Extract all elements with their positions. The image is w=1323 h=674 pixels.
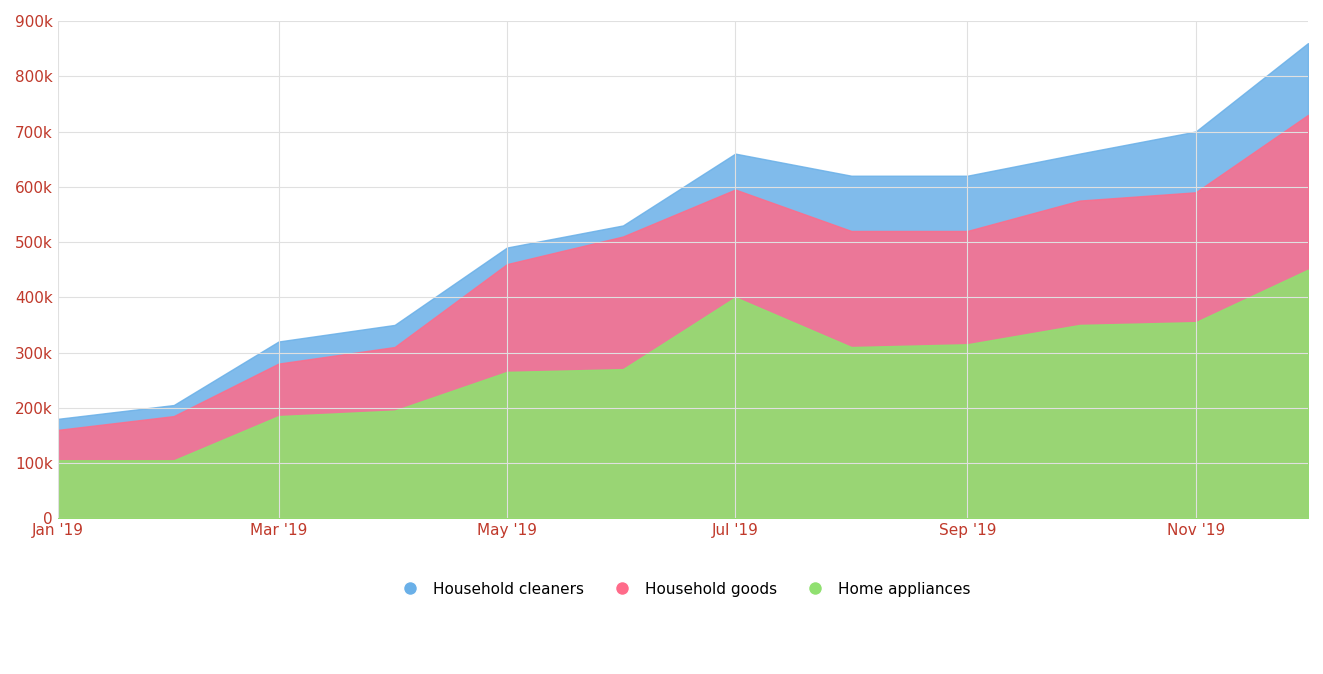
Legend: Household cleaners, Household goods, Home appliances: Household cleaners, Household goods, Hom… bbox=[389, 576, 976, 603]
